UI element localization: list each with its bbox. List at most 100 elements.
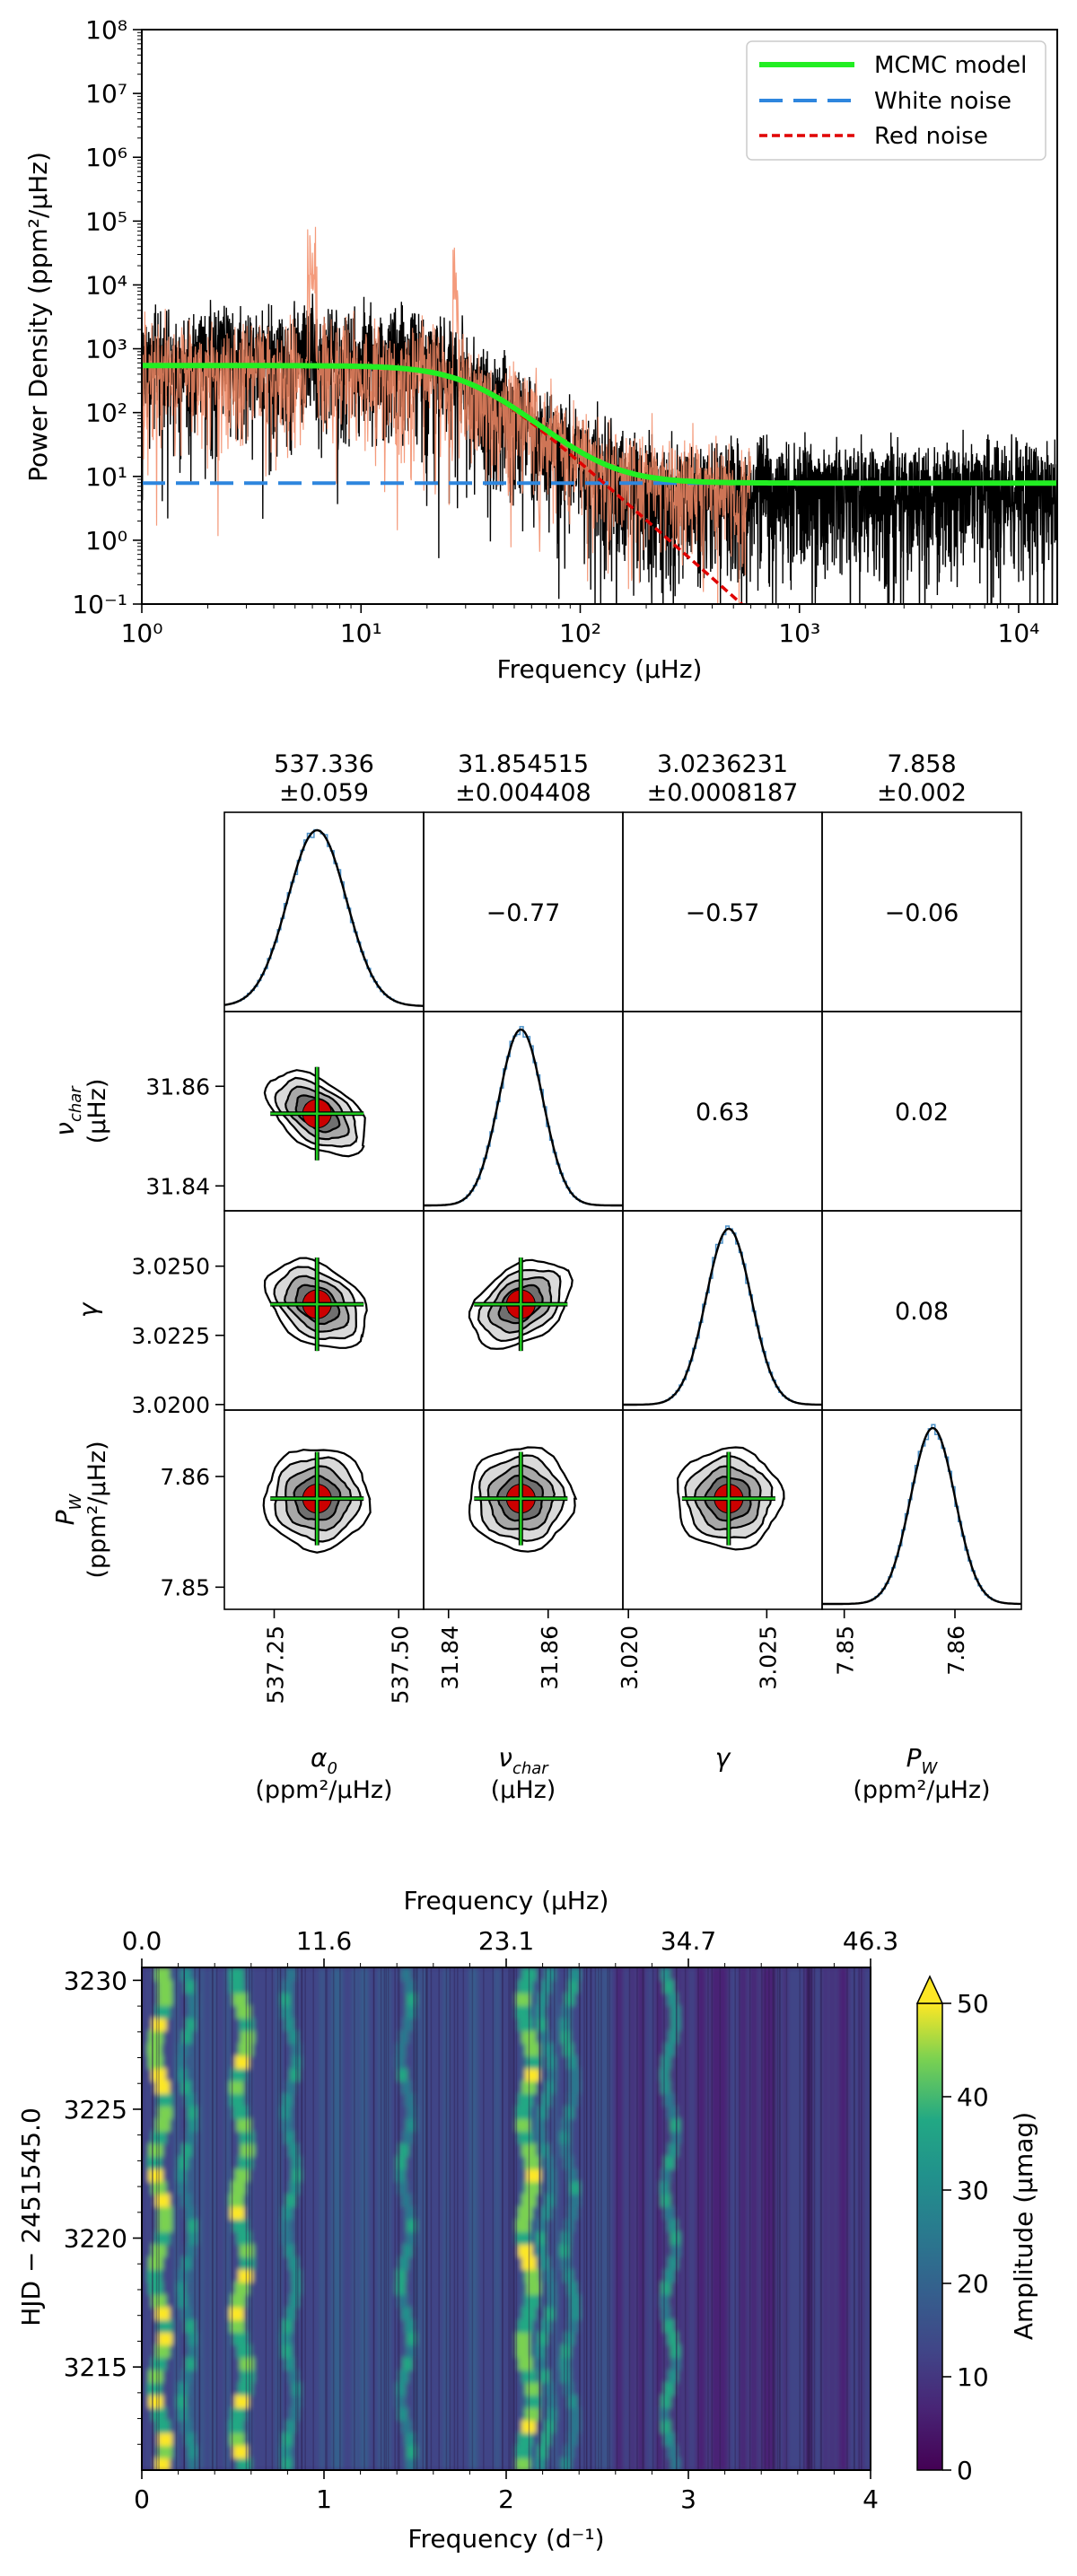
tfd-x-tick-label: 2 [498,2484,514,2514]
tfd-top-tick-label: 23.1 [478,1926,534,1956]
tfd-column [859,1967,864,2470]
tfd-ridge-segment [540,2432,551,2446]
tfd-ridge-segment [515,2231,530,2245]
tfd-y-tick-label: 3230 [64,1966,127,1995]
tfd-column [469,1967,475,2470]
tfd-column [378,1967,383,2470]
tfd-column [415,1967,420,2470]
tfd-ridge-segment [538,2219,548,2232]
corner-y-label: νchar [50,1085,85,1136]
tfd-ridge-segment [525,2269,540,2282]
tfd-ridge-segment [664,2432,675,2446]
corner-y-tick-label: 7.85 [160,1574,210,1600]
tfd-ridge-segment [537,2244,547,2257]
tfd-ridge-segment [185,2357,196,2370]
tfd-ridge-segment [240,2030,255,2044]
tfd-column [487,1967,493,2470]
tfd-column [390,1967,395,2470]
tfd-column [549,1967,555,2470]
tfd-column [855,1967,861,2470]
tfd-column [215,1967,220,2470]
tfd-ridge-segment [291,2043,302,2056]
tfd-ridge-segment [285,2244,295,2257]
corner-y-tick-label: 31.86 [145,1073,210,1100]
corner-x-tick-label: 31.86 [537,1625,563,1690]
tfd-column [448,1967,453,2470]
colorbar-tick-label: 10 [957,2362,989,2392]
tfd-column [560,1967,565,2470]
tfd-column [393,1967,398,2470]
tfd-column [626,1967,632,2470]
legend-label-red-noise: Red noise [874,123,988,150]
tfd-ridge-segment [660,2068,670,2081]
tfd-column [367,1967,372,2470]
tfd-ridge-segment [231,2407,246,2421]
tfd-column [425,1967,431,2470]
corner-cell [423,1011,624,1212]
corner-y-tick-label: 3.0250 [132,1254,210,1280]
tfd-ridge-segment [152,2018,167,2031]
tfd-ridge-segment [158,2432,173,2446]
tfd-ridge-segment [404,2093,415,2107]
smoothed-spectrum-line [142,226,752,604]
corner-x-tick-label: 31.84 [437,1625,463,1690]
tfd-column [312,1967,318,2470]
tfd-ridge-segment [660,2294,670,2308]
tfd-heatmap-layer [142,1967,871,2470]
tfd-ridge-segment [539,2256,550,2270]
tfd-column [793,1967,799,2470]
tfd-column [276,1967,282,2470]
mcmc-model-line [142,363,1057,486]
tfd-ridge-segment [185,2131,196,2144]
tfd-column [360,1967,365,2470]
tfd-column [618,1967,624,2470]
tfd-ridge-segment [536,2005,547,2019]
tfd-ridge-segment [518,2244,533,2257]
tfd-ridge-segment [148,2256,163,2270]
tfd-column [302,1967,307,2470]
tfd-column [717,1967,722,2470]
tfd-column [739,1967,744,2470]
psd-x-tick-label: 10¹ [340,618,382,648]
tfd-axes: 0 1 2 3 4 0.0 11.6 23.1 34.7 46.3 3215 3220 3225 3230 [64,1926,898,2514]
tfd-ridge-segment [188,2005,198,2019]
tfd-ridge-segment [526,2395,541,2408]
psd-y-tick-label: 10⁷ [85,79,127,109]
tfd-column [852,1967,857,2470]
tfd-ridge-segment [404,1980,415,1993]
tfd-ridge-segment [177,2395,188,2408]
corner-x-label: PW [906,1743,939,1778]
tfd-column [775,1967,781,2470]
tfd-column [593,1967,599,2470]
tfd-ridge-segment [180,2307,191,2320]
corner-y-tick-label: 7.86 [160,1464,210,1490]
tfd-column [502,1967,507,2470]
tfd-ridge-segment [232,1993,248,2006]
tfd-ridge-segment [405,2319,416,2333]
tfd-ridge-segment [285,2081,296,2094]
tfd-column [142,1967,147,2470]
tfd-ridge-segment [543,2043,554,2056]
marginal-curve [822,1426,1021,1606]
tfd-ridge-segment [561,2458,572,2470]
tfd-ridge-segment [515,2458,530,2470]
tfd-ridge-segment [664,2269,675,2282]
psd-y-tick-label: 10⁵ [85,206,127,236]
tfd-column [703,1967,708,2470]
tfd-ridge-segment [567,2395,578,2408]
tfd-ridge-segment [238,2382,253,2396]
tfd-column [349,1967,355,2470]
tfd-ridge-segment [238,2156,253,2169]
tfd-ridge-segment [661,2282,671,2295]
tfd-ridge-segment [178,2269,188,2282]
tfd-ridge-segment [280,2445,291,2458]
tfd-ridge-segment [406,2219,416,2232]
tfd-ridge-segment [285,2307,296,2320]
tfd-ridge-segment [560,2143,571,2157]
tfd-ridge-segment [545,1967,556,1981]
tfd-column [816,1967,821,2470]
correlation-coefficient: −0.57 [686,899,760,927]
tfd-ridge-segment [152,2357,167,2370]
tfd-ridge-segment [663,2093,674,2107]
tfd-column [371,1967,376,2470]
